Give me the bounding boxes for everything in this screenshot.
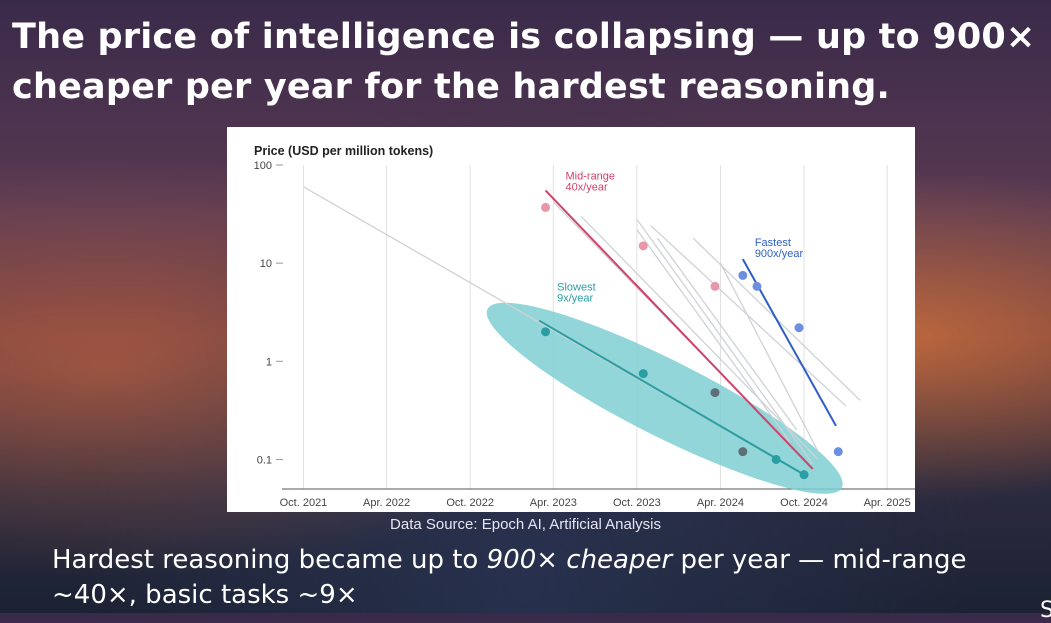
data-point-mid-range — [710, 281, 720, 291]
background-trend-line — [719, 262, 819, 452]
data-point-slowest — [771, 454, 781, 464]
slide-title: The price of intelligence is collapsing … — [12, 17, 1036, 107]
data-source: Data Source: Epoch AI, Artificial Analys… — [390, 516, 661, 533]
annotation-mid-range: Mid-range — [566, 170, 616, 182]
x-tick-label: Apr. 2022 — [363, 497, 410, 509]
annotation-slowest: Slowest — [557, 282, 596, 294]
slide-subtitle: Hardest reasoning became up to 900× chea… — [52, 543, 1047, 613]
subtitle-text-pre: Hardest reasoning became up to — [52, 545, 487, 575]
background-trend-line — [580, 215, 819, 460]
data-point-slowest — [799, 470, 809, 480]
subtitle-text-post: per year — mid-range ~40×, basic tasks ~… — [52, 545, 967, 610]
background-trend-line — [636, 218, 814, 465]
data-point-slowest — [541, 327, 551, 337]
data-point-fastest — [794, 323, 804, 333]
data-point-mid-range — [541, 202, 551, 212]
data-point-mid-range — [638, 241, 648, 251]
x-tick-label: Oct. 2021 — [280, 497, 328, 509]
y-tick-label: 10 — [260, 258, 272, 270]
trend-line-slowest — [538, 319, 805, 476]
annotation-fastest: Fastest — [755, 237, 791, 249]
x-tick-label: Apr. 2025 — [864, 497, 911, 509]
data-point-slowest — [710, 388, 720, 398]
x-tick-label: Apr. 2023 — [530, 497, 577, 509]
annotation-mid-range: 40x/year — [566, 181, 609, 193]
annotation-fastest: 900x/year — [755, 248, 804, 260]
background-trend-line — [636, 229, 791, 443]
data-point-fastest — [752, 281, 762, 291]
annotation-slowest: 9x/year — [557, 293, 593, 305]
data-point-fastest — [738, 270, 748, 280]
chart-title: Price (USD per million tokens) — [254, 144, 433, 158]
price-chart: Price (USD per million tokens) Oct. 2021 A… — [254, 144, 915, 509]
page-mark: S — [1040, 598, 1051, 623]
trend-line-mid-range — [544, 189, 814, 470]
y-tick-label: 0.1 — [257, 454, 272, 466]
data-point-slowest — [638, 369, 648, 379]
subtitle-emphasis: 900× cheaper — [486, 545, 673, 575]
x-tick-label: Oct. 2024 — [780, 497, 828, 509]
background-trend-line — [656, 237, 798, 431]
data-point-slowest — [738, 447, 748, 457]
x-tick-label: Apr. 2024 — [697, 497, 744, 509]
data-point-fastest — [833, 447, 843, 457]
y-tick-label: 100 — [254, 160, 272, 172]
x-tick-label: Oct. 2023 — [613, 497, 661, 509]
x-tick-label: Oct. 2022 — [446, 497, 494, 509]
chart-card: Price (USD per million tokens) Oct. 2021 A… — [227, 127, 915, 512]
y-tick-label: 1 — [266, 356, 272, 368]
